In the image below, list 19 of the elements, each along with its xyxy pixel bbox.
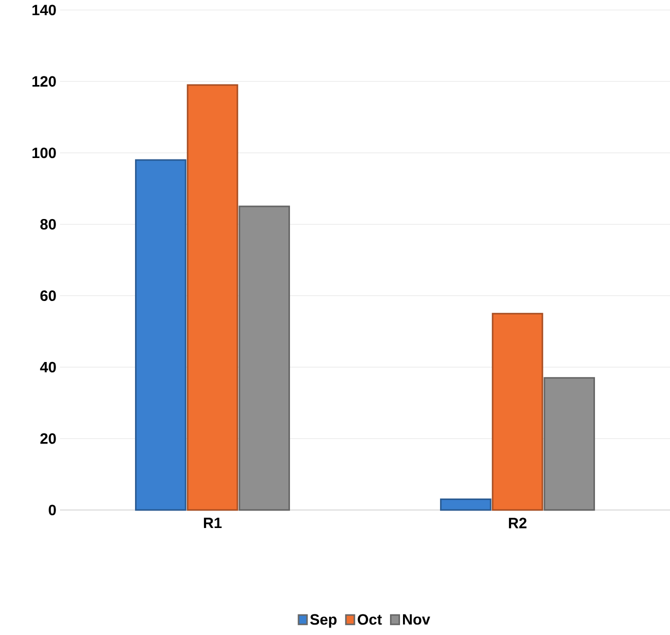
x-tick-label: R2 [508, 518, 526, 528]
y-tick-label: 120 [32, 76, 56, 87]
bar [238, 206, 290, 511]
y-tick-label: 60 [40, 290, 56, 301]
legend-label: Nov [403, 614, 430, 625]
bar [492, 312, 544, 511]
bar [186, 84, 238, 511]
y-tick-label: 100 [32, 148, 56, 158]
bar [135, 159, 186, 511]
legend-label: Oct [358, 614, 382, 625]
y-tick-label: 20 [40, 433, 56, 444]
x-tick-label: R1 [204, 518, 222, 528]
bar [544, 377, 595, 511]
y-tick-label: 140 [32, 4, 56, 16]
y-tick-label: 80 [40, 218, 56, 230]
legend-label: Sep [310, 614, 337, 628]
bar [440, 498, 492, 511]
y-tick-label: 40 [40, 362, 56, 372]
y-tick-label: 0 [48, 504, 56, 516]
